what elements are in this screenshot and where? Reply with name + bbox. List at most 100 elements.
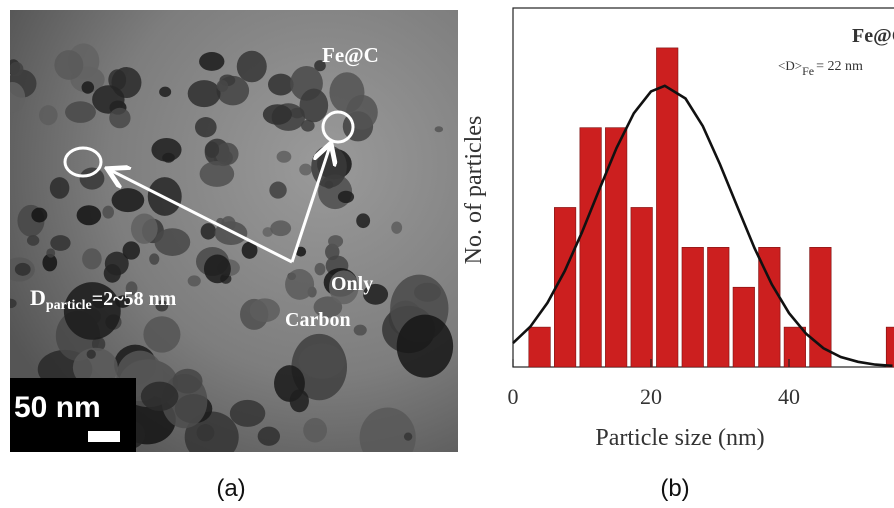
caption: (b) — [660, 475, 689, 502]
particle — [269, 181, 287, 199]
annotation: Carbon — [285, 309, 351, 331]
particle — [314, 262, 326, 276]
image-label: Fe@C — [322, 43, 379, 67]
particle — [200, 223, 217, 240]
particle — [72, 347, 118, 388]
particle — [276, 150, 292, 163]
particle — [187, 80, 221, 108]
mean-label: <D>Fe = 22 nm — [778, 58, 863, 78]
particle — [92, 85, 125, 114]
particle — [76, 205, 102, 226]
particle — [31, 207, 48, 223]
x-tick-label: 40 — [778, 384, 800, 409]
particle — [270, 220, 292, 237]
arrow — [110, 170, 293, 264]
particle — [125, 281, 138, 296]
circle-marker — [63, 146, 103, 178]
particle — [289, 389, 309, 413]
bar — [885, 326, 894, 368]
particle — [249, 298, 280, 323]
scale-bar-label: 50 nm — [14, 391, 101, 424]
particle — [154, 228, 191, 256]
particle — [257, 426, 281, 446]
particle — [79, 167, 105, 190]
x-tick-label: 0 — [508, 384, 519, 409]
particle — [403, 432, 413, 441]
particle — [295, 246, 307, 257]
mean-main: <D> — [778, 58, 802, 73]
particle — [396, 314, 454, 378]
particle — [391, 221, 403, 234]
x-tick-label: 20 — [640, 384, 662, 409]
particle — [149, 253, 160, 265]
arrow — [290, 146, 330, 263]
particle — [10, 81, 26, 113]
size-main: D — [30, 285, 46, 310]
size-label: Dparticle=2~58 nm — [30, 285, 177, 313]
particle — [10, 298, 17, 309]
particle — [346, 94, 378, 130]
particle — [328, 235, 344, 248]
particle — [162, 152, 175, 163]
particle — [26, 235, 40, 246]
fit-curve — [512, 84, 893, 368]
size-sub: particle — [46, 298, 92, 313]
particle — [109, 107, 131, 129]
particle — [199, 52, 225, 71]
particle — [194, 117, 217, 138]
particle — [54, 50, 84, 80]
particle — [122, 241, 141, 260]
particle — [236, 50, 267, 83]
particle — [82, 248, 102, 270]
particle — [10, 61, 24, 77]
bar — [630, 207, 653, 368]
particle — [50, 235, 71, 251]
bar — [528, 326, 551, 368]
particle — [215, 142, 239, 166]
size-rest: =2~58 nm — [92, 288, 177, 310]
particle — [14, 262, 31, 276]
particle — [303, 417, 328, 443]
particle — [337, 190, 355, 204]
particle — [42, 253, 58, 272]
particle — [65, 101, 96, 123]
bar — [579, 127, 602, 368]
particle — [262, 227, 273, 237]
mean-sub: Fe — [802, 64, 814, 78]
bar — [656, 47, 679, 368]
bar — [605, 127, 628, 368]
particle — [104, 251, 129, 276]
particle — [328, 270, 359, 305]
particle — [111, 188, 145, 213]
tem-image: Fe@C Dparticle=2~58 nm Only Carbon 50 nm — [10, 10, 458, 452]
particle — [172, 368, 203, 394]
particle — [301, 119, 315, 132]
particle — [299, 88, 329, 123]
particle — [81, 81, 95, 94]
particle — [359, 407, 416, 452]
particle — [229, 399, 266, 427]
particle — [63, 282, 121, 340]
particle — [187, 275, 201, 287]
particle — [299, 163, 313, 176]
particle — [130, 213, 158, 244]
y-axis-label: No. of particles — [461, 116, 487, 265]
particle — [39, 105, 58, 126]
particle — [298, 343, 345, 379]
particle — [155, 300, 169, 312]
particle — [102, 205, 114, 219]
particle — [434, 126, 444, 133]
bar — [809, 247, 832, 368]
chart-label: Fe@C — [852, 25, 894, 47]
particle — [241, 241, 258, 259]
particle — [91, 336, 106, 352]
annotation: Only — [331, 273, 373, 295]
particle — [267, 73, 294, 96]
particle — [216, 80, 229, 92]
particle — [143, 316, 181, 353]
mean-rest: = 22 nm — [816, 59, 863, 74]
particle — [49, 177, 70, 199]
bar — [707, 247, 730, 368]
particle — [199, 160, 235, 187]
